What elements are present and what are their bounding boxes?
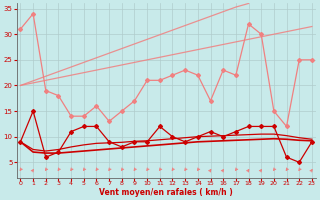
X-axis label: Vent moyen/en rafales ( km/h ): Vent moyen/en rafales ( km/h )	[99, 188, 233, 197]
